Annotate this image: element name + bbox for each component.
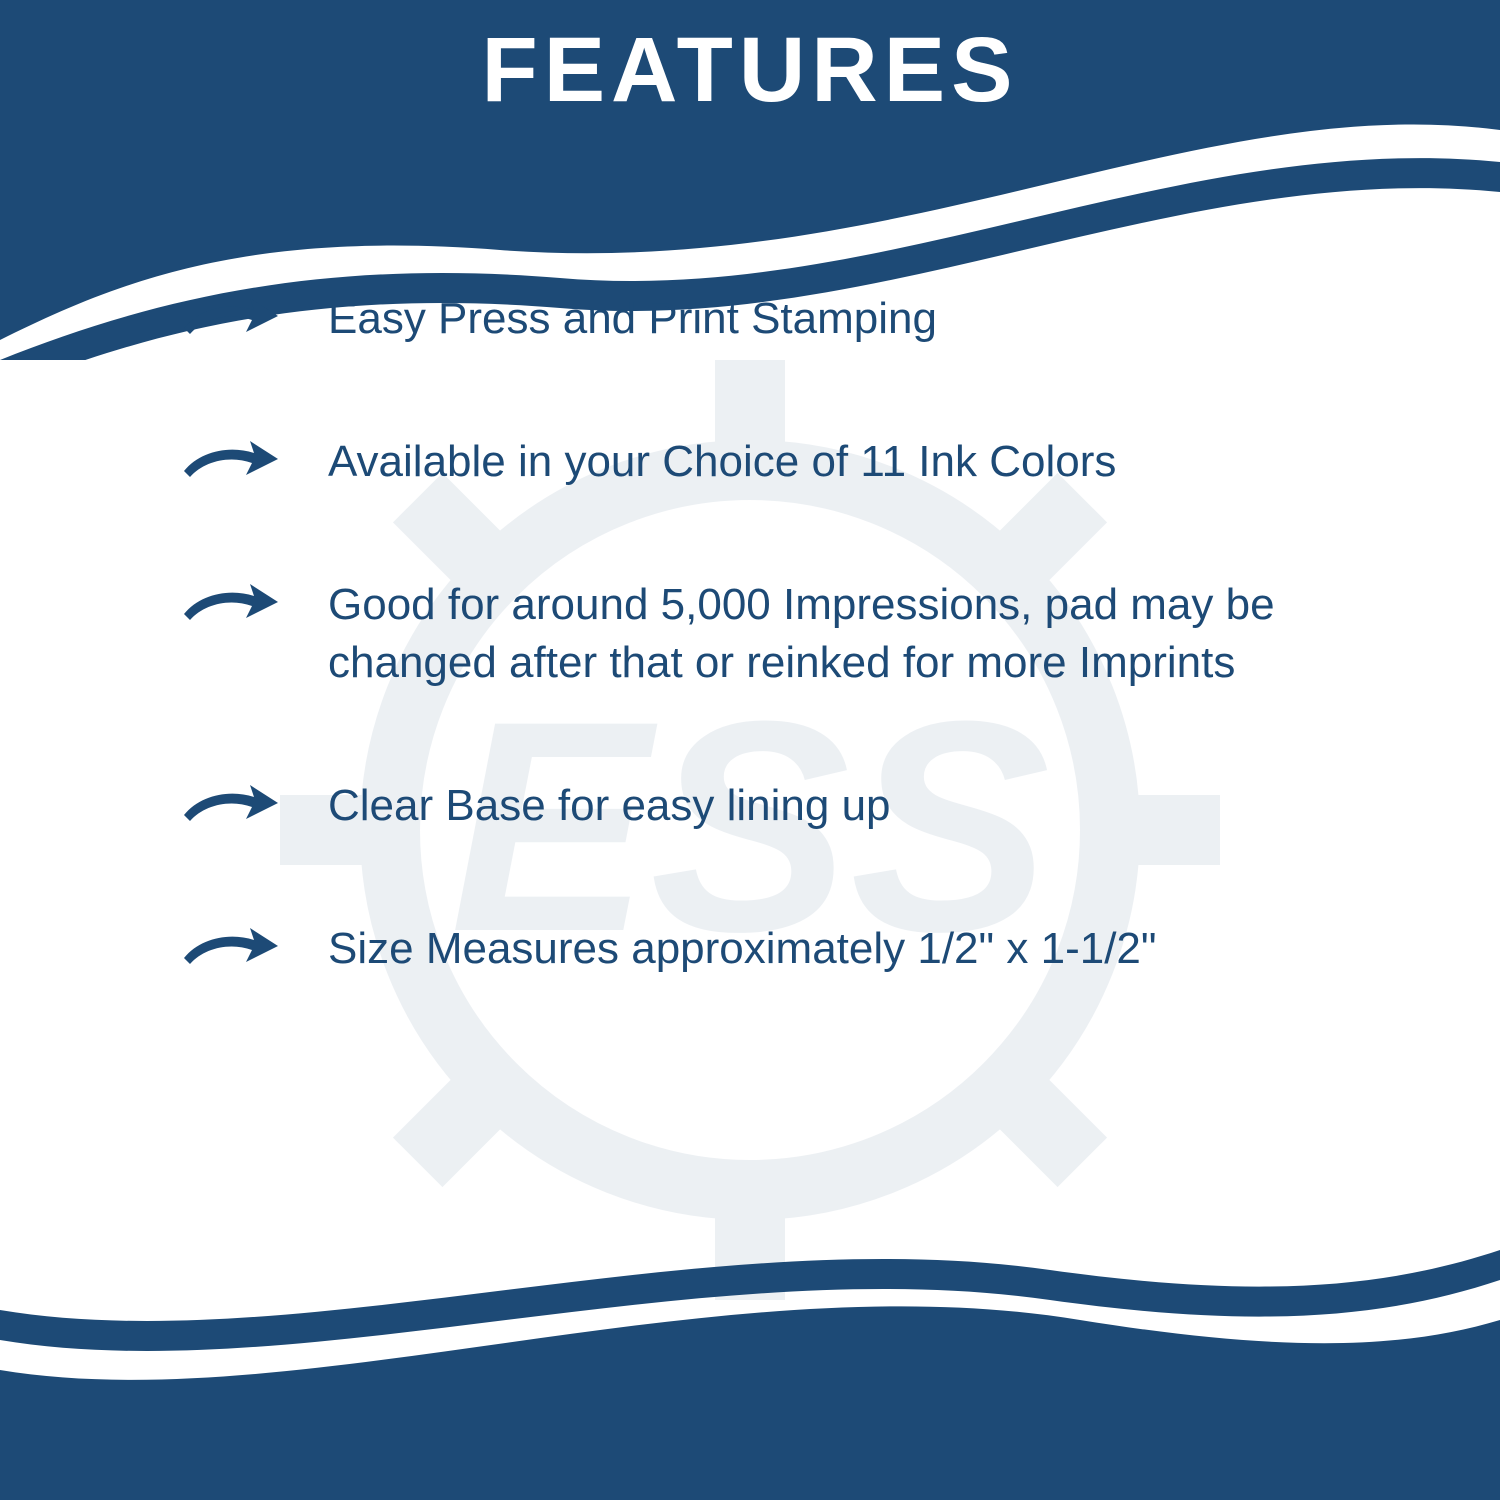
arrow-icon: [180, 294, 290, 343]
arrow-icon: [180, 781, 290, 830]
feature-item: Available in your Choice of 11 Ink Color…: [180, 433, 1360, 490]
features-list: Easy Press and Print Stamping Available …: [180, 290, 1360, 1063]
page-title: FEATURES: [0, 18, 1500, 123]
feature-item: Easy Press and Print Stamping: [180, 290, 1360, 347]
arrow-icon: [180, 437, 290, 486]
feature-text: Clear Base for easy lining up: [328, 777, 891, 834]
feature-text: Available in your Choice of 11 Ink Color…: [328, 433, 1116, 490]
feature-text: Good for around 5,000 Impressions, pad m…: [328, 576, 1360, 690]
feature-text: Easy Press and Print Stamping: [328, 290, 937, 347]
feature-item: Size Measures approximately 1/2" x 1-1/2…: [180, 920, 1360, 977]
feature-text: Size Measures approximately 1/2" x 1-1/2…: [328, 920, 1157, 977]
arrow-icon: [180, 924, 290, 973]
arrow-icon: [180, 580, 290, 629]
infographic-canvas: FEATURES ESS: [0, 0, 1500, 1500]
feature-item: Clear Base for easy lining up: [180, 777, 1360, 834]
feature-item: Good for around 5,000 Impressions, pad m…: [180, 576, 1360, 690]
